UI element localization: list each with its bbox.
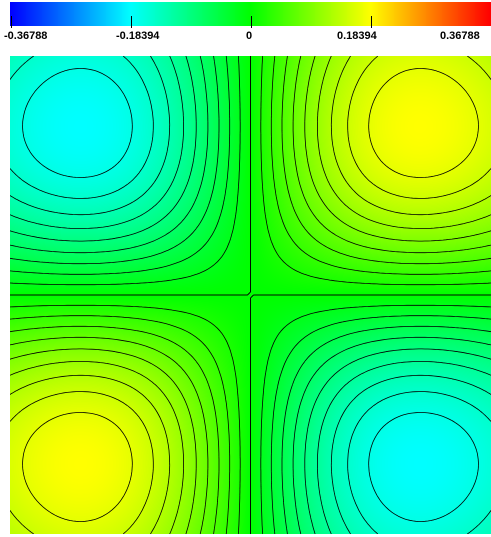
contour-line bbox=[10, 56, 491, 534]
contour-line bbox=[10, 56, 491, 534]
colorbar-tick bbox=[131, 16, 132, 28]
contour-line bbox=[10, 56, 491, 534]
colorbar bbox=[10, 2, 491, 26]
contour-line bbox=[10, 56, 491, 534]
contour-plot bbox=[10, 56, 491, 534]
contour-line bbox=[22, 68, 479, 522]
colorbar-tick bbox=[371, 16, 372, 28]
contour-line bbox=[10, 56, 491, 534]
contour-lines bbox=[10, 56, 491, 534]
contour-line bbox=[10, 56, 491, 534]
contour-line bbox=[10, 56, 491, 534]
contour-line bbox=[10, 56, 491, 534]
colorbar-tick-label-max: 0.36788 bbox=[440, 30, 480, 42]
colorbar-tick bbox=[251, 16, 252, 28]
colorbar-tick-label-neg-mid: -0.18394 bbox=[116, 30, 160, 42]
contour-line bbox=[10, 56, 491, 534]
contour-line bbox=[22, 68, 479, 522]
colorbar-tick-label-zero: 0 bbox=[246, 30, 253, 42]
colorbar-tick-label-pos-mid: 0.18394 bbox=[337, 30, 377, 42]
colorbar-tick-label-min: -0.36788 bbox=[4, 30, 48, 42]
contour-line bbox=[10, 56, 491, 534]
colorbar-tick bbox=[11, 16, 12, 28]
contour-line bbox=[10, 56, 491, 534]
contour-line bbox=[10, 56, 491, 534]
contour-line bbox=[10, 56, 491, 534]
contour-line bbox=[10, 56, 491, 534]
contour-line bbox=[10, 56, 491, 534]
contour-line bbox=[10, 56, 491, 534]
contour-line bbox=[10, 56, 491, 534]
